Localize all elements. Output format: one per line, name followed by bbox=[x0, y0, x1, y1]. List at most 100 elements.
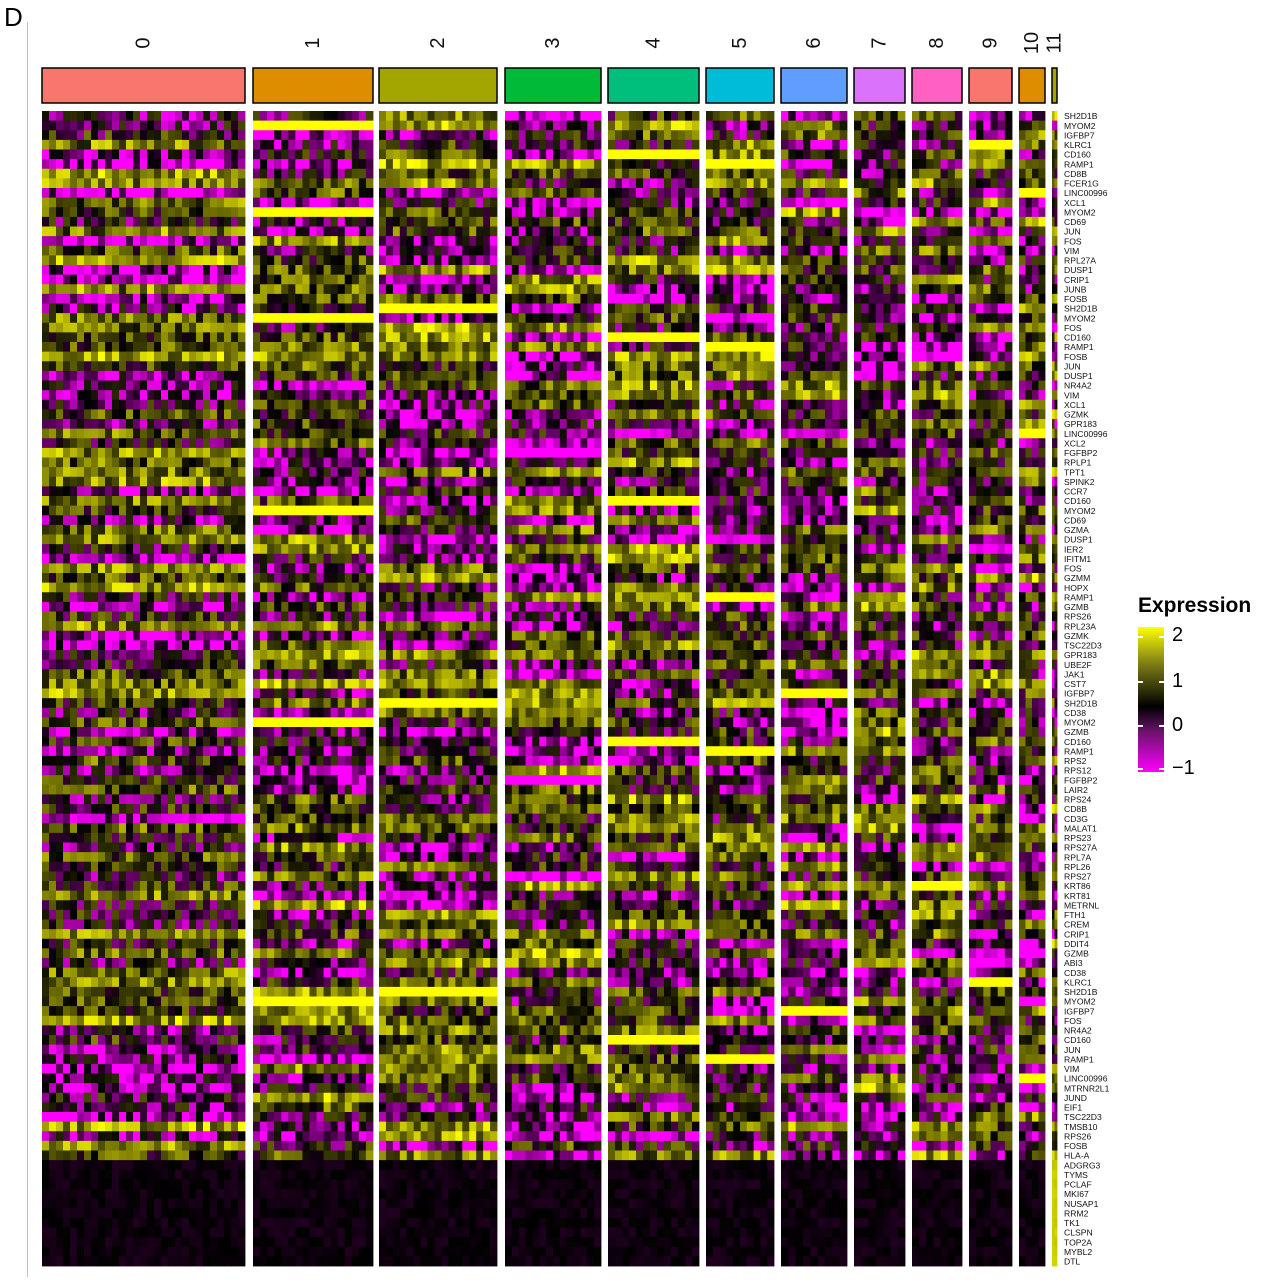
heat-cell bbox=[587, 139, 595, 150]
heat-cell bbox=[189, 332, 197, 343]
heat-cell bbox=[365, 139, 374, 150]
heat-cell bbox=[91, 390, 99, 401]
heat-cell bbox=[238, 207, 246, 218]
heat-cell bbox=[553, 255, 561, 266]
heat-cell bbox=[1038, 409, 1046, 420]
heat-cell bbox=[1004, 303, 1013, 314]
heat-cell bbox=[825, 438, 833, 449]
heat-cell bbox=[133, 216, 141, 227]
heat-cell bbox=[406, 447, 415, 458]
heat-cell bbox=[861, 159, 869, 170]
heat-cell bbox=[399, 120, 408, 131]
heat-cell bbox=[868, 332, 877, 343]
heat-cell bbox=[933, 207, 941, 218]
heat-cell bbox=[580, 293, 588, 304]
heat-cell bbox=[969, 168, 977, 179]
heat-cell bbox=[947, 342, 956, 353]
heat-cell bbox=[379, 419, 387, 430]
heat-cell bbox=[803, 419, 811, 430]
heat-cell bbox=[154, 197, 162, 208]
heat-cell bbox=[897, 111, 906, 122]
heat-cell bbox=[990, 207, 999, 218]
heat-cell bbox=[302, 255, 310, 266]
heat-cell bbox=[1054, 236, 1058, 247]
heat-cell bbox=[399, 438, 408, 449]
heat-cell bbox=[274, 438, 282, 449]
heat-cell bbox=[839, 178, 848, 189]
heat-cell bbox=[112, 313, 120, 324]
heat-cell bbox=[420, 226, 428, 237]
heat-cell bbox=[1025, 207, 1033, 218]
heat-cell bbox=[990, 438, 999, 449]
heat-cell bbox=[868, 303, 877, 314]
heat-cell bbox=[839, 111, 848, 122]
heat-cell bbox=[954, 380, 963, 391]
heat-cell bbox=[182, 226, 190, 237]
heat-cell bbox=[490, 111, 498, 122]
heat-cell bbox=[810, 139, 819, 150]
heat-cell bbox=[175, 178, 183, 189]
heat-cell bbox=[217, 139, 225, 150]
heat-cell bbox=[546, 274, 554, 285]
heat-cell bbox=[210, 322, 218, 333]
heat-cell bbox=[105, 120, 113, 131]
heat-cell bbox=[413, 370, 422, 381]
heat-cell bbox=[420, 293, 428, 304]
heat-cell bbox=[351, 149, 360, 160]
heat-cell bbox=[351, 207, 360, 218]
heat-cell bbox=[940, 149, 949, 160]
heat-cell bbox=[933, 111, 941, 122]
heat-cell bbox=[997, 120, 1006, 131]
heat-cell bbox=[615, 428, 623, 439]
heat-cell bbox=[448, 274, 456, 285]
cluster-bar-6 bbox=[780, 67, 848, 104]
heat-cell bbox=[112, 274, 120, 285]
heat-cell bbox=[760, 428, 768, 439]
heat-cell bbox=[281, 332, 289, 343]
heat-cell bbox=[379, 139, 387, 150]
heat-cell bbox=[196, 149, 204, 160]
heat-cell bbox=[825, 293, 833, 304]
heat-cell bbox=[587, 197, 595, 208]
heat-cell bbox=[832, 149, 841, 160]
heat-cell bbox=[238, 342, 246, 353]
heat-cell bbox=[983, 303, 991, 314]
heat-cell bbox=[302, 178, 310, 189]
heat-cell bbox=[112, 370, 120, 381]
heat-cell bbox=[678, 226, 686, 237]
heat-cell bbox=[990, 380, 999, 391]
heat-cell bbox=[622, 236, 630, 247]
heat-cell bbox=[733, 447, 741, 458]
heat-cell bbox=[105, 149, 113, 160]
heat-cell bbox=[210, 313, 218, 324]
heat-cell bbox=[706, 380, 714, 391]
heat-cell bbox=[238, 351, 246, 362]
heat-cell bbox=[692, 197, 700, 208]
heat-cell bbox=[580, 457, 588, 468]
heat-cell bbox=[105, 139, 113, 150]
heat-cell bbox=[316, 303, 324, 314]
heat-cell bbox=[316, 207, 324, 218]
heat-cell bbox=[112, 207, 120, 218]
heat-cell bbox=[295, 351, 303, 362]
heat-cell bbox=[883, 342, 891, 353]
heat-cell bbox=[875, 216, 884, 227]
heat-cell bbox=[462, 216, 470, 227]
heat-cell bbox=[795, 370, 804, 381]
heat-cell bbox=[413, 342, 422, 353]
heat-cell bbox=[518, 409, 526, 420]
heat-cell bbox=[559, 159, 568, 170]
heat-cell bbox=[189, 265, 197, 276]
heat-cell bbox=[511, 255, 520, 266]
heat-cell bbox=[825, 409, 833, 420]
heat-cell bbox=[483, 265, 491, 276]
heat-cell bbox=[365, 226, 374, 237]
heat-cell bbox=[161, 419, 169, 430]
heat-cell bbox=[726, 207, 734, 218]
heat-cell bbox=[573, 284, 581, 295]
heat-cell bbox=[323, 399, 332, 410]
heat-cell bbox=[636, 245, 644, 256]
heat-cell bbox=[947, 284, 956, 295]
heat-cell bbox=[643, 390, 651, 401]
heat-cell bbox=[196, 274, 204, 285]
